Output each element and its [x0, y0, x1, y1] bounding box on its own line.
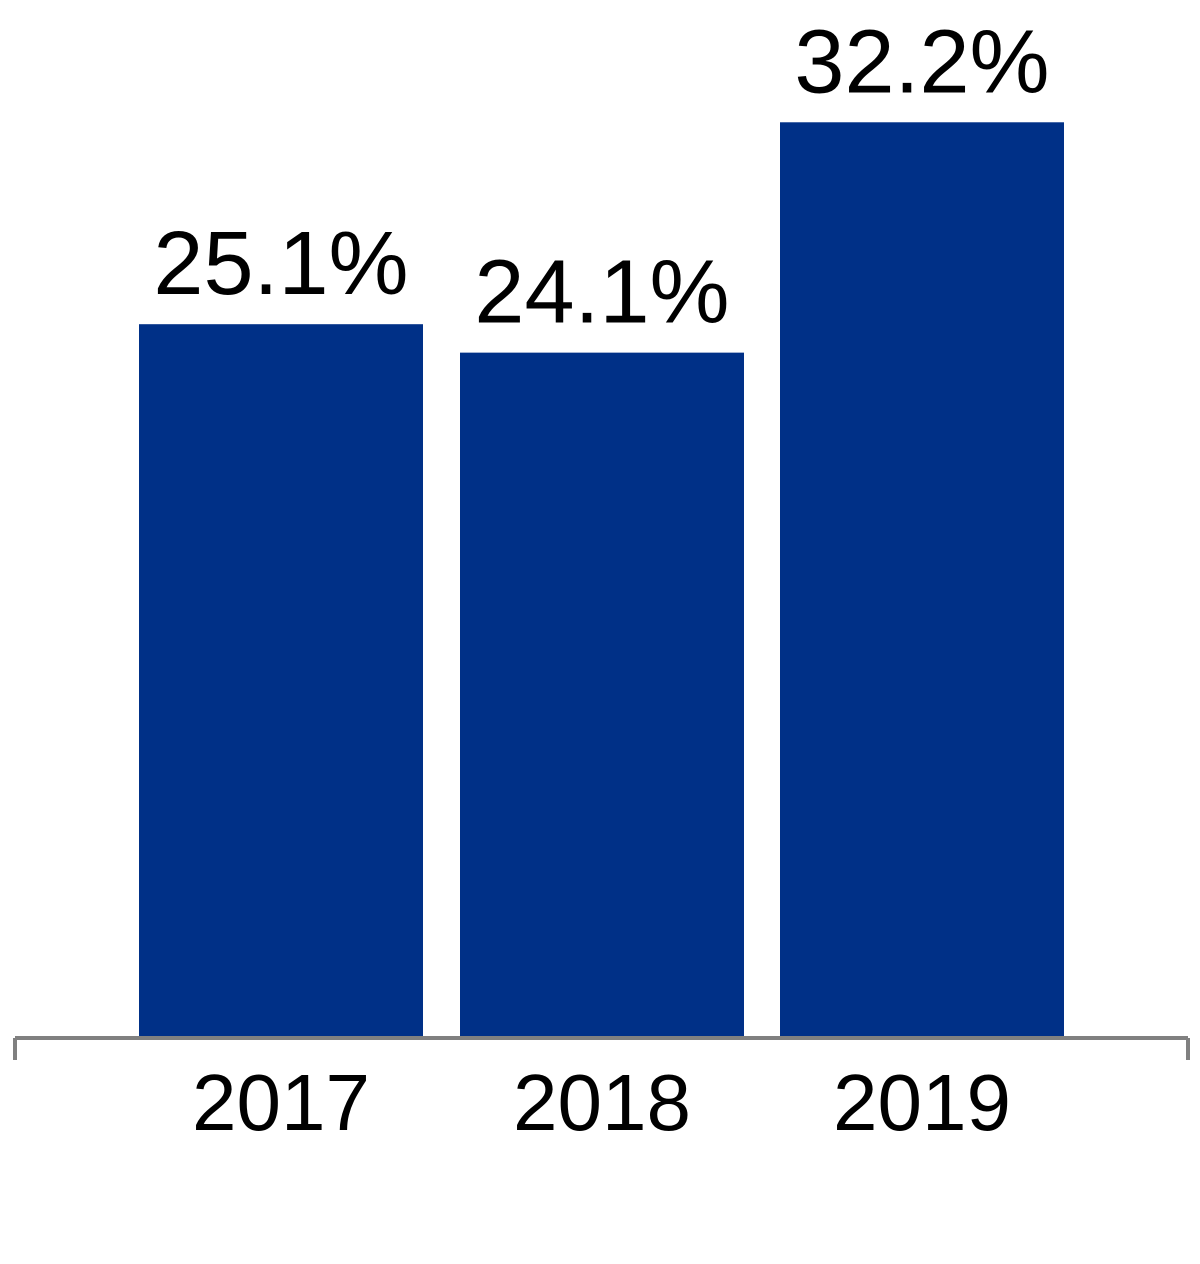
value-label-2018: 24.1% — [474, 243, 729, 343]
x-axis — [13, 1036, 1190, 1060]
value-label-2017: 25.1% — [153, 214, 408, 314]
x-tick-label-2019: 2019 — [833, 1058, 1011, 1147]
x-tick-labels: 2017 2018 2019 — [192, 1058, 1011, 1147]
bar-2017 — [139, 324, 423, 1038]
value-labels: 25.1% 24.1% 32.2% — [153, 12, 1049, 342]
bars — [139, 122, 1064, 1039]
x-tick-label-2018: 2018 — [513, 1058, 691, 1147]
bar-2018 — [460, 352, 744, 1038]
x-tick-label-2017: 2017 — [192, 1058, 370, 1147]
bar-2019 — [780, 122, 1064, 1039]
value-label-2019: 32.2% — [794, 12, 1049, 112]
